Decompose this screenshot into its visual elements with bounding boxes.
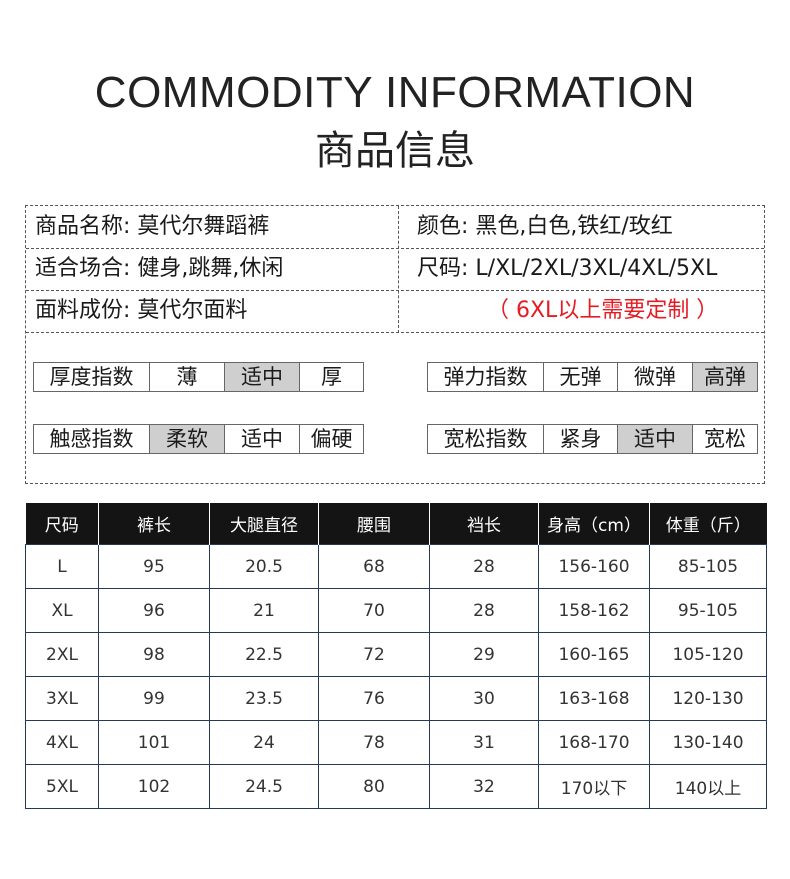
table-cell: L [25,544,99,589]
table-cell: 24 [209,720,319,765]
divider [26,248,764,249]
table-cell: 163-168 [538,676,650,721]
table-cell: 28 [429,544,539,589]
table-row: L 95 20.5 68 28 156-160 85-105 [25,544,767,589]
table-cell: 20.5 [209,544,319,589]
product-name: 商品名称: 莫代尔舞蹈裤 [35,214,270,239]
product-color: 颜色: 黑色,白色,铁红/玫红 [417,214,673,239]
table-cell: 68 [318,544,430,589]
rating-label: 弹力指数 [443,365,528,389]
table-cell: 70 [318,588,430,633]
table-cell: 130-140 [649,720,767,765]
table-cell: 5XL [25,764,99,809]
rating-option-selected: 适中 [617,425,692,453]
table-cell: 2XL [25,632,99,677]
table-cell: 22.5 [209,632,319,677]
divider [26,332,764,333]
table-row: 4XL 101 24 78 31 168-170 130-140 [25,720,767,765]
title-chinese: 商品信息 [315,128,475,174]
table-cell: 168-170 [538,720,650,765]
rating-label: 宽松指数 [443,427,528,451]
table-cell: 24.5 [209,764,319,809]
table-cell: 158-162 [538,588,650,633]
table-header-row: 尺码 裤长 大腿直径 腰围 裆长 身高（cm） 体重（斤） [25,503,767,545]
divider [398,206,399,333]
table-cell: 3XL [25,676,99,721]
table-cell: 76 [318,676,430,721]
table-cell: 99 [98,676,210,721]
table-row: 5XL 102 24.5 80 32 170以下 140以上 [25,764,767,809]
table-cell: 4XL [25,720,99,765]
rating-option: 适中 [224,425,299,453]
rating-looseness: 宽松指数 紧身 适中 宽松 [427,424,758,454]
table-cell: 170以下 [538,764,650,809]
rating-label: 厚度指数 [49,365,134,389]
table-cell: 156-160 [538,544,650,589]
product-fabric: 面料成份: 莫代尔面料 [35,298,248,323]
divider [26,290,764,291]
column-header: 尺码 [25,503,99,545]
custom-size-note: （ 6XL以上需要定制 ） [487,298,719,323]
size-table: 尺码 裤长 大腿直径 腰围 裆长 身高（cm） 体重（斤） L 95 20.5 … [25,503,767,809]
title-english: COMMODITY INFORMATION [94,68,696,117]
table-cell: 31 [429,720,539,765]
table-cell: 102 [98,764,210,809]
product-info-box: 商品名称: 莫代尔舞蹈裤 颜色: 黑色,白色,铁红/玫红 适合场合: 健身,跳舞… [25,205,765,484]
column-header: 大腿直径 [209,503,319,545]
table-cell: 140以上 [649,764,767,809]
rating-elasticity: 弹力指数 无弹 微弹 高弹 [427,362,758,392]
table-cell: 30 [429,676,539,721]
table-cell: 105-120 [649,632,767,677]
rating-option: 厚 [299,363,363,391]
rating-option: 宽松 [692,425,757,453]
column-header: 裤长 [98,503,210,545]
column-header: 腰围 [318,503,430,545]
table-cell: 21 [209,588,319,633]
rating-option: 薄 [149,363,224,391]
table-cell: 23.5 [209,676,319,721]
rating-option-selected: 适中 [224,363,299,391]
rating-option: 紧身 [543,425,617,453]
table-cell: 78 [318,720,430,765]
product-occasion: 适合场合: 健身,跳舞,休闲 [35,256,284,281]
column-header: 体重（斤） [649,503,767,545]
table-cell: 32 [429,764,539,809]
rating-touch: 触感指数 柔软 适中 偏硬 [33,424,364,454]
table-cell: 98 [98,632,210,677]
table-cell: 101 [98,720,210,765]
table-cell: 160-165 [538,632,650,677]
rating-label: 触感指数 [49,427,134,451]
rating-option: 偏硬 [299,425,363,453]
column-header: 裆长 [429,503,539,545]
table-cell: 29 [429,632,539,677]
rating-option-selected: 柔软 [149,425,224,453]
table-cell: XL [25,588,99,633]
table-cell: 95-105 [649,588,767,633]
rating-option: 微弹 [617,363,692,391]
table-cell: 95 [98,544,210,589]
table-cell: 120-130 [649,676,767,721]
table-cell: 96 [98,588,210,633]
rating-thickness: 厚度指数 薄 适中 厚 [33,362,364,392]
table-row: XL 96 21 70 28 158-162 95-105 [25,588,767,633]
rating-option-selected: 高弹 [692,363,757,391]
table-cell: 72 [318,632,430,677]
table-row: 3XL 99 23.5 76 30 163-168 120-130 [25,676,767,721]
table-row: 2XL 98 22.5 72 29 160-165 105-120 [25,632,767,677]
table-cell: 28 [429,588,539,633]
rating-option: 无弹 [543,363,617,391]
product-sizes: 尺码: L/XL/2XL/3XL/4XL/5XL [417,256,718,281]
column-header: 身高（cm） [538,503,650,545]
table-cell: 85-105 [649,544,767,589]
table-cell: 80 [318,764,430,809]
